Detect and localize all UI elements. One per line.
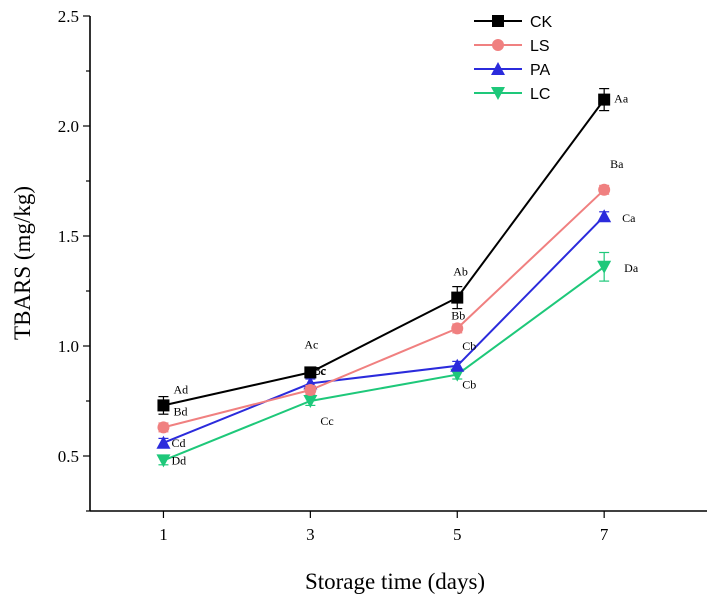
legend-marker bbox=[491, 87, 505, 100]
significance-label: Cb bbox=[462, 339, 476, 353]
significance-label: Da bbox=[624, 261, 639, 275]
data-point bbox=[450, 358, 465, 372]
significance-label: Ca bbox=[622, 211, 636, 225]
x-tick-label: 3 bbox=[306, 525, 315, 544]
x-tick-label: 7 bbox=[600, 525, 609, 544]
data-point bbox=[598, 183, 611, 196]
y-axis-title: TBARS (mg/kg) bbox=[10, 186, 35, 340]
series-layer bbox=[156, 87, 612, 468]
x-tick-label: 1 bbox=[159, 525, 168, 544]
significance-label: ABc bbox=[304, 363, 326, 377]
significance-label: Ba bbox=[610, 157, 624, 171]
legend-label: CK bbox=[530, 14, 553, 31]
data-point bbox=[157, 421, 170, 434]
legend-marker bbox=[491, 62, 505, 75]
significance-label: Ab bbox=[453, 265, 468, 279]
significance-label: BCc bbox=[304, 364, 325, 378]
data-point bbox=[451, 322, 464, 335]
axes: 1 3 5 7 0.5 1.0 1.5 2.0 2.5 bbox=[58, 7, 707, 544]
legend-label: PA bbox=[530, 62, 550, 79]
significance-label: Dd bbox=[171, 453, 186, 467]
legend-label: LC bbox=[530, 86, 550, 103]
significance-label: Cc bbox=[320, 414, 333, 428]
data-point bbox=[304, 366, 317, 379]
data-point bbox=[597, 260, 612, 274]
data-point bbox=[451, 291, 464, 304]
data-point bbox=[156, 435, 171, 449]
series-pa bbox=[156, 209, 612, 449]
series-line bbox=[163, 215, 605, 444]
legend-label: LS bbox=[530, 38, 550, 55]
x-axis-title: Storage time (days) bbox=[305, 569, 485, 594]
significance-label: Cb bbox=[462, 378, 476, 392]
data-point bbox=[597, 209, 612, 223]
significance-label: Bb bbox=[451, 308, 465, 322]
legend-marker bbox=[492, 39, 504, 51]
series-lc bbox=[156, 251, 612, 468]
data-point bbox=[598, 93, 611, 106]
series-ck bbox=[157, 87, 611, 415]
data-point bbox=[450, 368, 465, 382]
significance-label: Cd bbox=[171, 436, 185, 450]
y-tick-label: 1.0 bbox=[58, 337, 79, 356]
legend-item-lc: LC bbox=[474, 86, 550, 103]
significance-label: Ac bbox=[304, 337, 318, 351]
series-line bbox=[163, 99, 605, 407]
y-tick-label: 1.5 bbox=[58, 227, 79, 246]
significance-label: Aa bbox=[614, 92, 629, 106]
legend-marker bbox=[492, 15, 504, 27]
significance-label: Ad bbox=[173, 382, 188, 396]
series-line bbox=[163, 189, 605, 429]
y-tick-label: 0.5 bbox=[58, 447, 79, 466]
data-point bbox=[303, 395, 318, 408]
legend-item-ls: LS bbox=[474, 38, 550, 55]
y-tick-label: 2.0 bbox=[58, 117, 79, 136]
series-ls bbox=[157, 183, 611, 434]
series-line bbox=[163, 265, 605, 462]
data-point bbox=[156, 454, 171, 468]
legend-item-ck: CK bbox=[474, 14, 553, 31]
data-point bbox=[304, 384, 317, 396]
significance-label: Bd bbox=[173, 404, 187, 418]
x-tick-label: 5 bbox=[453, 525, 462, 544]
legend-item-pa: PA bbox=[474, 62, 550, 79]
data-point bbox=[157, 399, 170, 412]
legend: CK LS PA LC bbox=[474, 14, 553, 103]
y-tick-label: 2.5 bbox=[58, 7, 79, 26]
annotations: Ad Ac Ab Aa Bd BCc Bb Ba Cd ABc Cb Ca Dd Cc Cb Da bbox=[171, 92, 638, 468]
